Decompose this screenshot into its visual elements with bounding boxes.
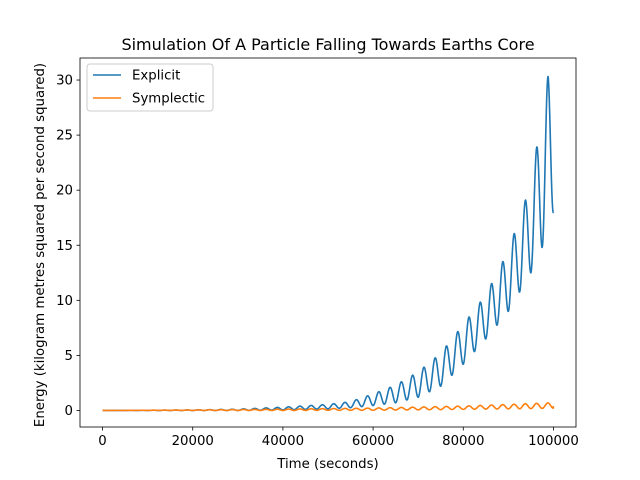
chart-title: Simulation Of A Particle Falling Towards… (121, 35, 534, 54)
x-axis-label: Time (seconds) (276, 457, 379, 472)
y-tick-label: 20 (56, 184, 73, 199)
y-axis-label: Energy (kilogram metres squared per seco… (33, 63, 48, 427)
x-tick-label: 0 (98, 434, 106, 449)
series-line-symplectic (102, 402, 555, 412)
legend-label-explicit: Explicit (132, 69, 180, 84)
y-tick-label: 10 (56, 294, 73, 309)
x-tick-label: 40000 (262, 434, 304, 449)
x-tick-label: 80000 (442, 434, 484, 449)
plot-area (102, 75, 555, 412)
x-tick-label: 100000 (528, 434, 579, 449)
legend: Explicit Symplectic (86, 63, 214, 112)
x-tick-label: 20000 (172, 434, 214, 449)
legend-label-symplectic: Symplectic (132, 92, 205, 107)
y-tick-label: 30 (56, 74, 73, 89)
y-tick-label: 0 (65, 404, 73, 419)
x-tick-label: 60000 (352, 434, 394, 449)
y-tick-label: 15 (56, 239, 73, 254)
axes: 0 20000 40000 60000 80000 100000 0 5 10 15 20 25 30 (56, 57, 579, 449)
y-tick-label: 5 (65, 349, 73, 364)
axes-frame (79, 57, 577, 428)
y-tick-label: 25 (56, 129, 73, 144)
